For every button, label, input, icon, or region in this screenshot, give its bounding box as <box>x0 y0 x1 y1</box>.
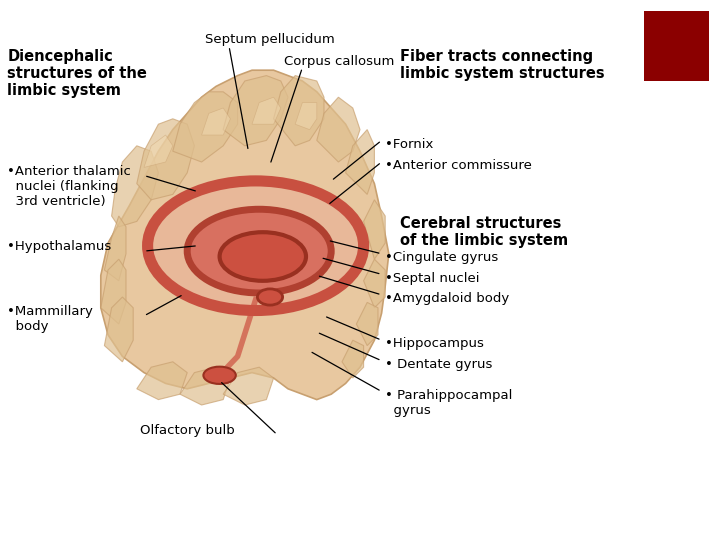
Text: Cerebral structures
of the limbic system: Cerebral structures of the limbic system <box>400 216 568 248</box>
Text: Septum pellucidum: Septum pellucidum <box>205 33 335 46</box>
Polygon shape <box>173 92 238 162</box>
Text: • Parahippocampal
  gyrus: • Parahippocampal gyrus <box>385 389 513 417</box>
Ellipse shape <box>258 289 283 305</box>
Text: •Hippocampus: •Hippocampus <box>385 338 484 350</box>
Polygon shape <box>137 119 194 200</box>
Text: Corpus callosum: Corpus callosum <box>284 55 395 68</box>
Polygon shape <box>144 135 173 167</box>
Polygon shape <box>364 200 385 259</box>
Text: Diencephalic
structures of the
limbic system: Diencephalic structures of the limbic sy… <box>7 49 147 98</box>
Ellipse shape <box>204 367 236 384</box>
Ellipse shape <box>220 232 306 281</box>
Polygon shape <box>342 340 364 378</box>
Polygon shape <box>202 108 230 135</box>
Text: •Mammillary
  body: •Mammillary body <box>7 305 93 333</box>
Text: •Cingulate gyrus: •Cingulate gyrus <box>385 251 498 264</box>
Polygon shape <box>295 103 317 130</box>
Polygon shape <box>364 259 385 308</box>
Polygon shape <box>112 146 158 227</box>
Text: •Fornix: •Fornix <box>385 138 433 151</box>
Ellipse shape <box>187 209 331 293</box>
Polygon shape <box>223 367 274 405</box>
Polygon shape <box>252 97 281 124</box>
Text: •Hypothalamus: •Hypothalamus <box>7 240 112 253</box>
Text: Fiber tracts connecting
limbic system structures: Fiber tracts connecting limbic system st… <box>400 49 604 81</box>
Text: •Septal nuclei: •Septal nuclei <box>385 272 480 285</box>
Polygon shape <box>223 76 288 146</box>
Polygon shape <box>101 259 126 324</box>
Polygon shape <box>346 130 374 194</box>
Polygon shape <box>180 367 230 405</box>
Polygon shape <box>317 97 360 162</box>
Bar <box>644 11 709 81</box>
Polygon shape <box>104 216 126 281</box>
Text: •Anterior thalamic
  nuclei (flanking
  3rd ventricle): •Anterior thalamic nuclei (flanking 3rd … <box>7 165 131 208</box>
Text: •Anterior commissure: •Anterior commissure <box>385 159 532 172</box>
Polygon shape <box>137 362 187 400</box>
Polygon shape <box>104 297 133 362</box>
Text: • Dentate gyrus: • Dentate gyrus <box>385 358 492 371</box>
Polygon shape <box>101 70 389 400</box>
Polygon shape <box>274 76 324 146</box>
Ellipse shape <box>187 209 331 293</box>
Polygon shape <box>356 302 378 346</box>
Ellipse shape <box>148 181 364 310</box>
Text: Olfactory bulb: Olfactory bulb <box>140 424 235 437</box>
Text: •Amygdaloid body: •Amygdaloid body <box>385 292 510 305</box>
